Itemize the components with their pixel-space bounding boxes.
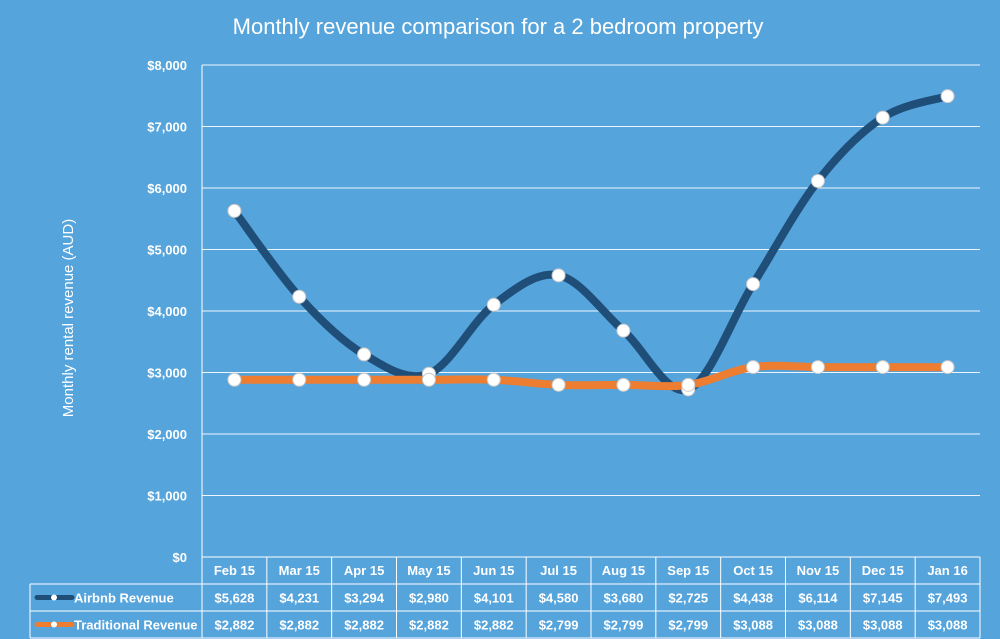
y-tick-label: $4,000 (147, 304, 187, 319)
y-tick-label: $6,000 (147, 181, 187, 196)
x-tick-label: Oct 15 (733, 563, 773, 578)
data-point-marker (810, 360, 825, 375)
data-point-marker (421, 372, 436, 387)
x-tick-label: Feb 15 (214, 563, 255, 578)
table-cell-value: $3,088 (863, 618, 903, 633)
y-tick-label: $8,000 (147, 58, 187, 73)
data-point-marker (551, 377, 566, 392)
table-cell-value: $2,980 (409, 591, 449, 606)
table-cell-value: $2,799 (539, 618, 579, 633)
y-tick-label: $5,000 (147, 243, 187, 258)
data-point-marker (292, 372, 307, 387)
data-point-marker (810, 173, 825, 188)
data-point-marker (486, 297, 501, 312)
data-point-marker (616, 377, 631, 392)
x-tick-label: May 15 (407, 563, 450, 578)
series-line (230, 92, 952, 395)
data-point-marker (875, 360, 890, 375)
table-cell-value: $4,231 (279, 591, 319, 606)
x-tick-label: Jan 16 (927, 563, 967, 578)
chart-title: Monthly revenue comparison for a 2 bedro… (233, 14, 764, 39)
table-cell-value: $2,799 (604, 618, 644, 633)
data-point-marker (616, 323, 631, 338)
table-cell-value: $3,680 (604, 591, 644, 606)
table-cell-value: $3,088 (733, 618, 773, 633)
y-tick-label: $2,000 (147, 427, 187, 442)
x-tick-label: Jun 15 (473, 563, 514, 578)
data-point-marker (227, 203, 242, 218)
x-tick-label: Sep 15 (667, 563, 709, 578)
data-point-marker (357, 347, 372, 362)
gridlines (202, 64, 980, 496)
y-tick-label: $0 (173, 550, 187, 565)
table-cell-value: $2,882 (474, 618, 514, 633)
table-cell-value: $5,628 (215, 591, 255, 606)
data-point-marker (875, 110, 890, 125)
data-point-marker (940, 89, 955, 104)
table-cell-value: $2,882 (215, 618, 255, 633)
table-cell-value: $3,294 (344, 591, 385, 606)
x-tick-label: Apr 15 (344, 563, 384, 578)
table-cell-value: $3,088 (928, 618, 968, 633)
table-cell-value: $3,088 (798, 618, 838, 633)
data-point-marker (681, 377, 696, 392)
table-cell-value: $6,114 (798, 591, 838, 606)
table-cell-value: $2,882 (409, 618, 449, 633)
table-cell-value: $2,882 (344, 618, 384, 633)
table-cell-value: $4,580 (539, 591, 579, 606)
data-table: Feb 15 Mar 15 Apr 15 May 15 Jun 15 Jul 15 Aug … (29, 65, 981, 639)
data-point-marker (746, 277, 761, 292)
legend-label: Airbnb Revenue (74, 591, 174, 606)
table-cell-value: $4,101 (474, 591, 514, 606)
table-cell-value: $2,882 (279, 618, 319, 633)
data-point-marker (486, 372, 501, 387)
y-tick-label: $3,000 (147, 366, 187, 381)
data-point-marker (357, 372, 372, 387)
series-line (230, 361, 952, 391)
table-cell-value: $2,799 (668, 618, 708, 633)
y-tick-label: $7,000 (147, 120, 187, 135)
table-cell-value: $7,493 (928, 591, 968, 606)
data-point-marker (746, 360, 761, 375)
x-tick-label: Jul 15 (540, 563, 577, 578)
data-point-marker (551, 268, 566, 283)
x-tick-label: Dec 15 (862, 563, 904, 578)
series-lines (227, 89, 955, 397)
table-cell-value: $7,145 (863, 591, 903, 606)
legend-label: Traditional Revenue (74, 618, 198, 633)
legend-swatch-marker (51, 621, 57, 628)
legend-swatch-marker (51, 594, 57, 601)
data-point-marker (227, 372, 242, 387)
y-tick-label: $1,000 (147, 489, 187, 504)
y-tick-labels: $0 $1,000 $2,000 $3,000 $4,000 $5,000 $6,000 $7… (147, 58, 187, 565)
x-tick-label: Nov 15 (797, 563, 840, 578)
table-cell-value: $2,725 (668, 591, 708, 606)
x-tick-label: Aug 15 (602, 563, 645, 578)
y-axis-label: Monthly rental revenue (AUD) (60, 219, 77, 417)
data-point-marker (940, 360, 955, 375)
data-point-marker (292, 289, 307, 304)
table-cell-value: $4,438 (733, 591, 773, 606)
x-tick-label: Mar 15 (279, 563, 320, 578)
